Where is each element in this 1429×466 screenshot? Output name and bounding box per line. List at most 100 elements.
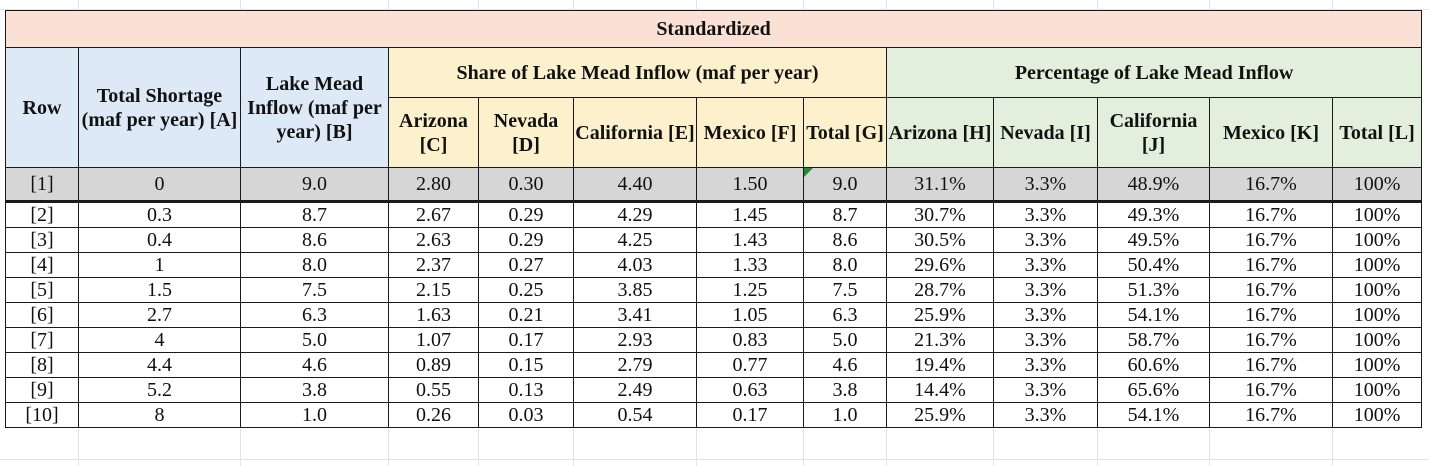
cell-pct-arizona[interactable]: 30.5%: [886, 227, 994, 253]
cell-total-shortage[interactable]: 2.7: [78, 302, 241, 328]
cell-pct-arizona[interactable]: 28.7%: [886, 277, 994, 303]
cell-pct-arizona[interactable]: 19.4%: [886, 352, 994, 378]
cell-pct-california[interactable]: 49.3%: [1097, 201, 1210, 228]
cell-pct-total[interactable]: 100%: [1331, 227, 1423, 253]
cell-row-label[interactable]: [5]: [5, 277, 79, 303]
cell-pct-mexico[interactable]: 16.7%: [1209, 377, 1333, 403]
cell-share-california[interactable]: 0.54: [573, 402, 697, 428]
cell-lake-mead-inflow[interactable]: 5.0: [240, 327, 389, 353]
cell-share-california[interactable]: 3.85: [573, 277, 697, 303]
cell-pct-mexico[interactable]: 16.7%: [1209, 167, 1333, 203]
cell-pct-arizona[interactable]: 25.9%: [886, 402, 994, 428]
header-share-group[interactable]: Share of Lake Mead Inflow (maf per year): [388, 47, 887, 98]
cell-pct-arizona[interactable]: 25.9%: [886, 302, 994, 328]
cell-share-total[interactable]: 9.0: [803, 167, 887, 203]
cell-share-california[interactable]: 4.03: [573, 252, 697, 278]
cell-share-mexico[interactable]: 1.45: [696, 201, 804, 228]
cell-total-shortage[interactable]: 1.5: [78, 277, 241, 303]
header-pct-arizona[interactable]: Arizona [H]: [886, 97, 994, 168]
cell-share-arizona[interactable]: 2.67: [388, 201, 479, 228]
cell-share-total[interactable]: 5.0: [803, 327, 887, 353]
table-title[interactable]: Standardized: [4, 10, 1423, 48]
cell-pct-california[interactable]: 54.1%: [1097, 402, 1210, 428]
cell-pct-nevada[interactable]: 3.3%: [993, 227, 1098, 253]
cell-pct-total[interactable]: 100%: [1331, 252, 1423, 278]
cell-pct-california[interactable]: 58.7%: [1097, 327, 1210, 353]
cell-total-shortage[interactable]: 0.3: [78, 201, 241, 228]
cell-pct-nevada[interactable]: 3.3%: [993, 402, 1098, 428]
cell-share-mexico[interactable]: 0.63: [696, 377, 804, 403]
header-row[interactable]: Row: [5, 47, 79, 168]
cell-pct-nevada[interactable]: 3.3%: [993, 377, 1098, 403]
cell-lake-mead-inflow[interactable]: 6.3: [240, 302, 389, 328]
cell-share-mexico[interactable]: 1.33: [696, 252, 804, 278]
cell-pct-arizona[interactable]: 29.6%: [886, 252, 994, 278]
cell-share-california[interactable]: 4.25: [573, 227, 697, 253]
cell-share-nevada[interactable]: 0.15: [478, 352, 574, 378]
header-share-arizona[interactable]: Arizona [C]: [388, 97, 479, 168]
cell-total-shortage[interactable]: 4.4: [78, 352, 241, 378]
cell-lake-mead-inflow[interactable]: 8.6: [240, 227, 389, 253]
header-share-mexico[interactable]: Mexico [F]: [696, 97, 804, 168]
cell-share-mexico[interactable]: 1.43: [696, 227, 804, 253]
cell-pct-california[interactable]: 51.3%: [1097, 277, 1210, 303]
cell-pct-california[interactable]: 48.9%: [1097, 167, 1210, 203]
cell-total-shortage[interactable]: 1: [78, 252, 241, 278]
cell-share-mexico[interactable]: 1.05: [696, 302, 804, 328]
cell-pct-nevada[interactable]: 3.3%: [993, 352, 1098, 378]
cell-pct-mexico[interactable]: 16.7%: [1209, 227, 1333, 253]
cell-share-california[interactable]: 4.40: [573, 167, 697, 203]
cell-lake-mead-inflow[interactable]: 3.8: [240, 377, 389, 403]
cell-pct-mexico[interactable]: 16.7%: [1209, 277, 1333, 303]
cell-lake-mead-inflow[interactable]: 9.0: [240, 167, 389, 203]
cell-pct-arizona[interactable]: 14.4%: [886, 377, 994, 403]
header-share-nevada[interactable]: Nevada [D]: [478, 97, 574, 168]
header-pct-nevada[interactable]: Nevada [I]: [993, 97, 1098, 168]
cell-share-nevada[interactable]: 0.21: [478, 302, 574, 328]
cell-total-shortage[interactable]: 8: [78, 402, 241, 428]
cell-share-mexico[interactable]: 0.17: [696, 402, 804, 428]
cell-pct-california[interactable]: 65.6%: [1097, 377, 1210, 403]
cell-pct-nevada[interactable]: 3.3%: [993, 327, 1098, 353]
header-total-shortage[interactable]: Total Shortage (maf per year) [A]: [78, 47, 241, 168]
header-share-california[interactable]: California [E]: [573, 97, 697, 168]
cell-pct-mexico[interactable]: 16.7%: [1209, 327, 1333, 353]
cell-pct-total[interactable]: 100%: [1331, 402, 1423, 428]
cell-lake-mead-inflow[interactable]: 8.7: [240, 201, 389, 228]
cell-total-shortage[interactable]: 5.2: [78, 377, 241, 403]
header-pct-mexico[interactable]: Mexico [K]: [1209, 97, 1333, 168]
cell-row-label[interactable]: [8]: [5, 352, 79, 378]
cell-share-california[interactable]: 3.41: [573, 302, 697, 328]
cell-share-arizona[interactable]: 1.07: [388, 327, 479, 353]
cell-pct-total[interactable]: 100%: [1331, 201, 1423, 228]
header-lake-mead-inflow[interactable]: Lake Mead Inflow (maf per year) [B]: [240, 47, 389, 168]
cell-pct-mexico[interactable]: 16.7%: [1209, 302, 1333, 328]
cell-pct-nevada[interactable]: 3.3%: [993, 167, 1098, 203]
cell-pct-california[interactable]: 60.6%: [1097, 352, 1210, 378]
cell-share-total[interactable]: 8.7: [803, 201, 887, 228]
header-pct-total[interactable]: Total [L]: [1331, 97, 1423, 168]
cell-pct-total[interactable]: 100%: [1331, 352, 1423, 378]
cell-row-label[interactable]: [3]: [5, 227, 79, 253]
cell-pct-nevada[interactable]: 3.3%: [993, 277, 1098, 303]
cell-pct-nevada[interactable]: 3.3%: [993, 302, 1098, 328]
cell-lake-mead-inflow[interactable]: 7.5: [240, 277, 389, 303]
cell-share-total[interactable]: 8.0: [803, 252, 887, 278]
cell-row-label[interactable]: [2]: [5, 201, 79, 228]
cell-share-total[interactable]: 4.6: [803, 352, 887, 378]
cell-share-arizona[interactable]: 0.26: [388, 402, 479, 428]
cell-share-california[interactable]: 2.79: [573, 352, 697, 378]
cell-pct-nevada[interactable]: 3.3%: [993, 252, 1098, 278]
cell-share-nevada[interactable]: 0.17: [478, 327, 574, 353]
cell-total-shortage[interactable]: 0: [78, 167, 241, 203]
cell-pct-mexico[interactable]: 16.7%: [1209, 252, 1333, 278]
cell-pct-california[interactable]: 49.5%: [1097, 227, 1210, 253]
cell-share-mexico[interactable]: 1.50: [696, 167, 804, 203]
cell-share-mexico[interactable]: 1.25: [696, 277, 804, 303]
cell-share-total[interactable]: 8.6: [803, 227, 887, 253]
cell-pct-mexico[interactable]: 16.7%: [1209, 402, 1333, 428]
cell-pct-mexico[interactable]: 16.7%: [1209, 352, 1333, 378]
header-pct-california[interactable]: California [J]: [1097, 97, 1210, 168]
cell-pct-california[interactable]: 50.4%: [1097, 252, 1210, 278]
cell-row-label[interactable]: [7]: [5, 327, 79, 353]
